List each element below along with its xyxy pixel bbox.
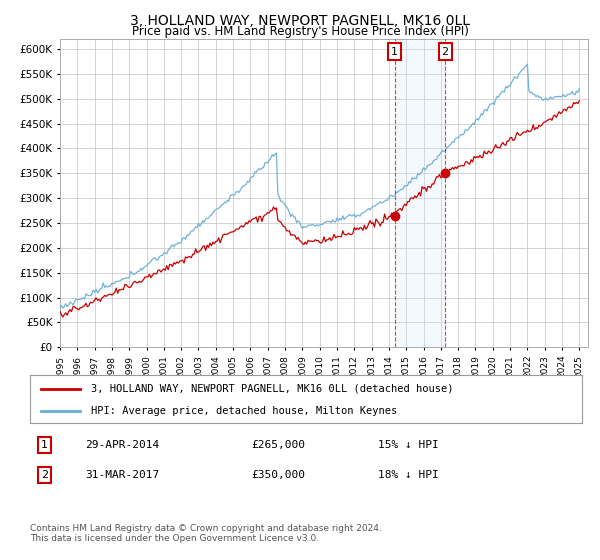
Bar (395, 39, 445, 347)
Text: 29-APR-2014: 29-APR-2014 (85, 440, 160, 450)
Text: £265,000: £265,000 (251, 440, 305, 450)
Text: 2: 2 (442, 46, 449, 57)
Text: 31-MAR-2017: 31-MAR-2017 (85, 470, 160, 480)
Text: HPI: Average price, detached house, Milton Keynes: HPI: Average price, detached house, Milt… (91, 406, 397, 416)
Text: 18% ↓ HPI: 18% ↓ HPI (378, 470, 439, 480)
Text: 3, HOLLAND WAY, NEWPORT PAGNELL, MK16 0LL: 3, HOLLAND WAY, NEWPORT PAGNELL, MK16 0L… (130, 14, 470, 28)
Text: 15% ↓ HPI: 15% ↓ HPI (378, 440, 439, 450)
Text: 3, HOLLAND WAY, NEWPORT PAGNELL, MK16 0LL (detached house): 3, HOLLAND WAY, NEWPORT PAGNELL, MK16 0L… (91, 384, 453, 394)
Text: 2: 2 (41, 470, 48, 480)
Text: Contains HM Land Registry data © Crown copyright and database right 2024.
This d: Contains HM Land Registry data © Crown c… (30, 524, 382, 543)
Text: Price paid vs. HM Land Registry's House Price Index (HPI): Price paid vs. HM Land Registry's House … (131, 25, 469, 38)
Text: 1: 1 (41, 440, 48, 450)
Text: £350,000: £350,000 (251, 470, 305, 480)
Text: 1: 1 (391, 46, 398, 57)
